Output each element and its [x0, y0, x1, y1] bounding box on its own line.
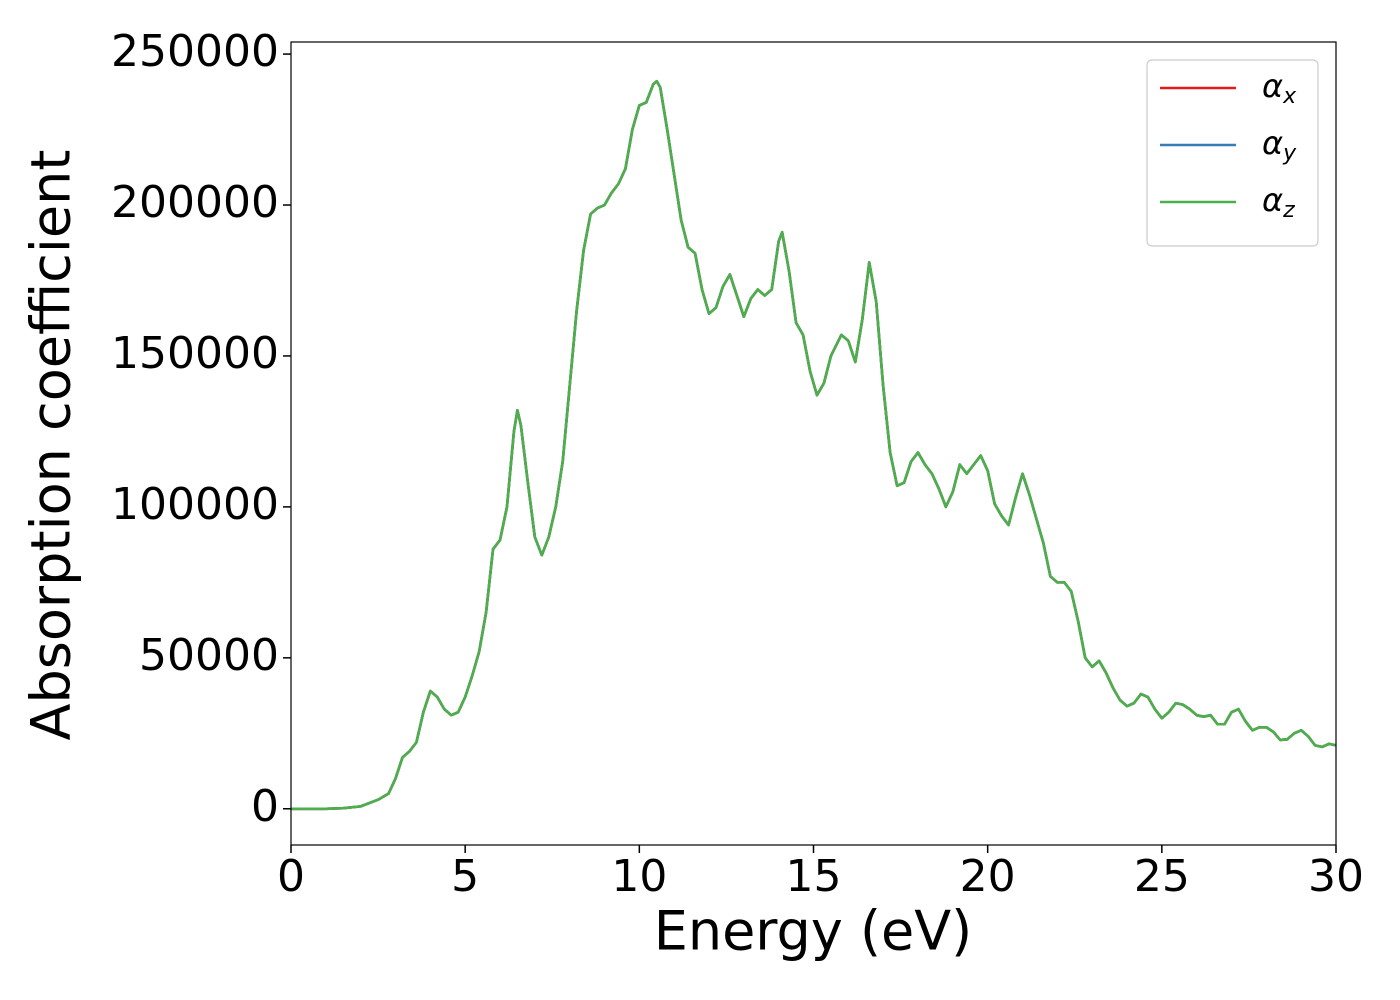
y-tick-label: 50000 — [139, 630, 279, 681]
y-tick-label: 100000 — [111, 479, 279, 530]
legend-label: αx — [1262, 67, 1297, 109]
y-tick-label: 150000 — [111, 328, 279, 379]
x-tick-label: 0 — [277, 851, 305, 902]
series-line — [291, 79, 1337, 811]
x-tick-label: 15 — [786, 851, 842, 902]
legend-label: αz — [1262, 181, 1295, 223]
x-axis-label: Energy (eV) — [654, 900, 973, 963]
x-tick-label: 5 — [451, 851, 479, 902]
x-tick-label: 25 — [1134, 851, 1190, 902]
y-tick-label: 0 — [251, 781, 279, 832]
x-tick-label: 30 — [1308, 851, 1364, 902]
y-axis-label: Absorption coefficient — [20, 150, 83, 741]
y-tick-label: 250000 — [111, 26, 279, 77]
y-tick-label: 200000 — [111, 177, 279, 228]
legend-label: αy — [1262, 124, 1297, 166]
plot-frame — [290, 41, 1337, 846]
x-tick-label: 10 — [611, 851, 667, 902]
x-tick-label: 20 — [960, 851, 1016, 902]
legend-box — [1146, 59, 1319, 247]
